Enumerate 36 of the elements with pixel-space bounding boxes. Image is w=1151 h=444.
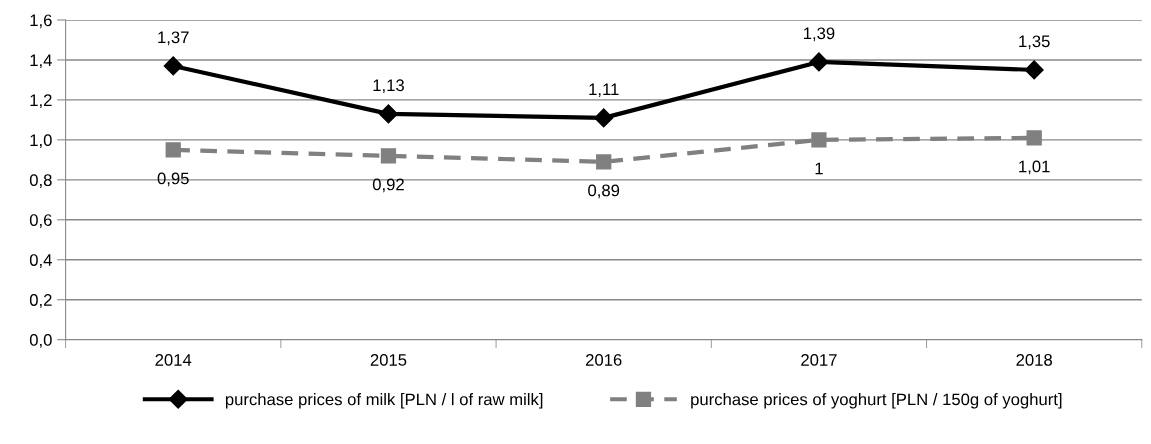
- legend-label: purchase prices of milk [PLN / l of raw milk]: [225, 393, 543, 409]
- point: [811, 132, 827, 148]
- data-label: 0,92: [372, 178, 404, 193]
- point: [594, 108, 614, 128]
- data-label: 1,35: [1019, 35, 1050, 50]
- y-tick-label: 1,2: [30, 94, 52, 109]
- data-label: 1,37: [158, 31, 189, 46]
- x-tick-label: 2017: [801, 353, 837, 366]
- point: [165, 142, 181, 158]
- y-tick-label: 0,2: [29, 294, 52, 308]
- y-tick-label: 0,6: [29, 214, 52, 228]
- point: [1024, 60, 1044, 80]
- y-tick-label: 0,4: [29, 254, 52, 268]
- data-label: 0,95: [157, 172, 189, 187]
- y-tick-label: 1,6: [30, 14, 52, 29]
- y-tick-label: 1,0: [30, 134, 52, 149]
- x-tick-label: 2014: [155, 353, 192, 366]
- data-label: 1,11: [589, 83, 619, 98]
- point: [596, 154, 612, 170]
- data-label: 1,39: [803, 27, 835, 42]
- y-tick-label: 1,4: [30, 54, 52, 69]
- point: [380, 148, 397, 164]
- point: [163, 56, 183, 76]
- legend-label: purchase prices of yoghurt [PLN / 150g of yoghurt]: [691, 393, 1062, 409]
- x-tick-label: 2016: [586, 353, 622, 366]
- point: [809, 52, 829, 72]
- y-tick-label: 0,0: [29, 334, 52, 348]
- point: [1026, 130, 1042, 146]
- data-label: 1,01: [1019, 160, 1050, 175]
- y-tick-label: 0,8: [29, 174, 52, 188]
- data-label: 1: [815, 162, 823, 175]
- data-label: 1,13: [373, 79, 404, 94]
- x-tick-label: 2018: [1016, 353, 1052, 366]
- point: [378, 104, 398, 124]
- x-tick-label: 2015: [370, 353, 407, 366]
- data-label: 0,89: [588, 184, 620, 199]
